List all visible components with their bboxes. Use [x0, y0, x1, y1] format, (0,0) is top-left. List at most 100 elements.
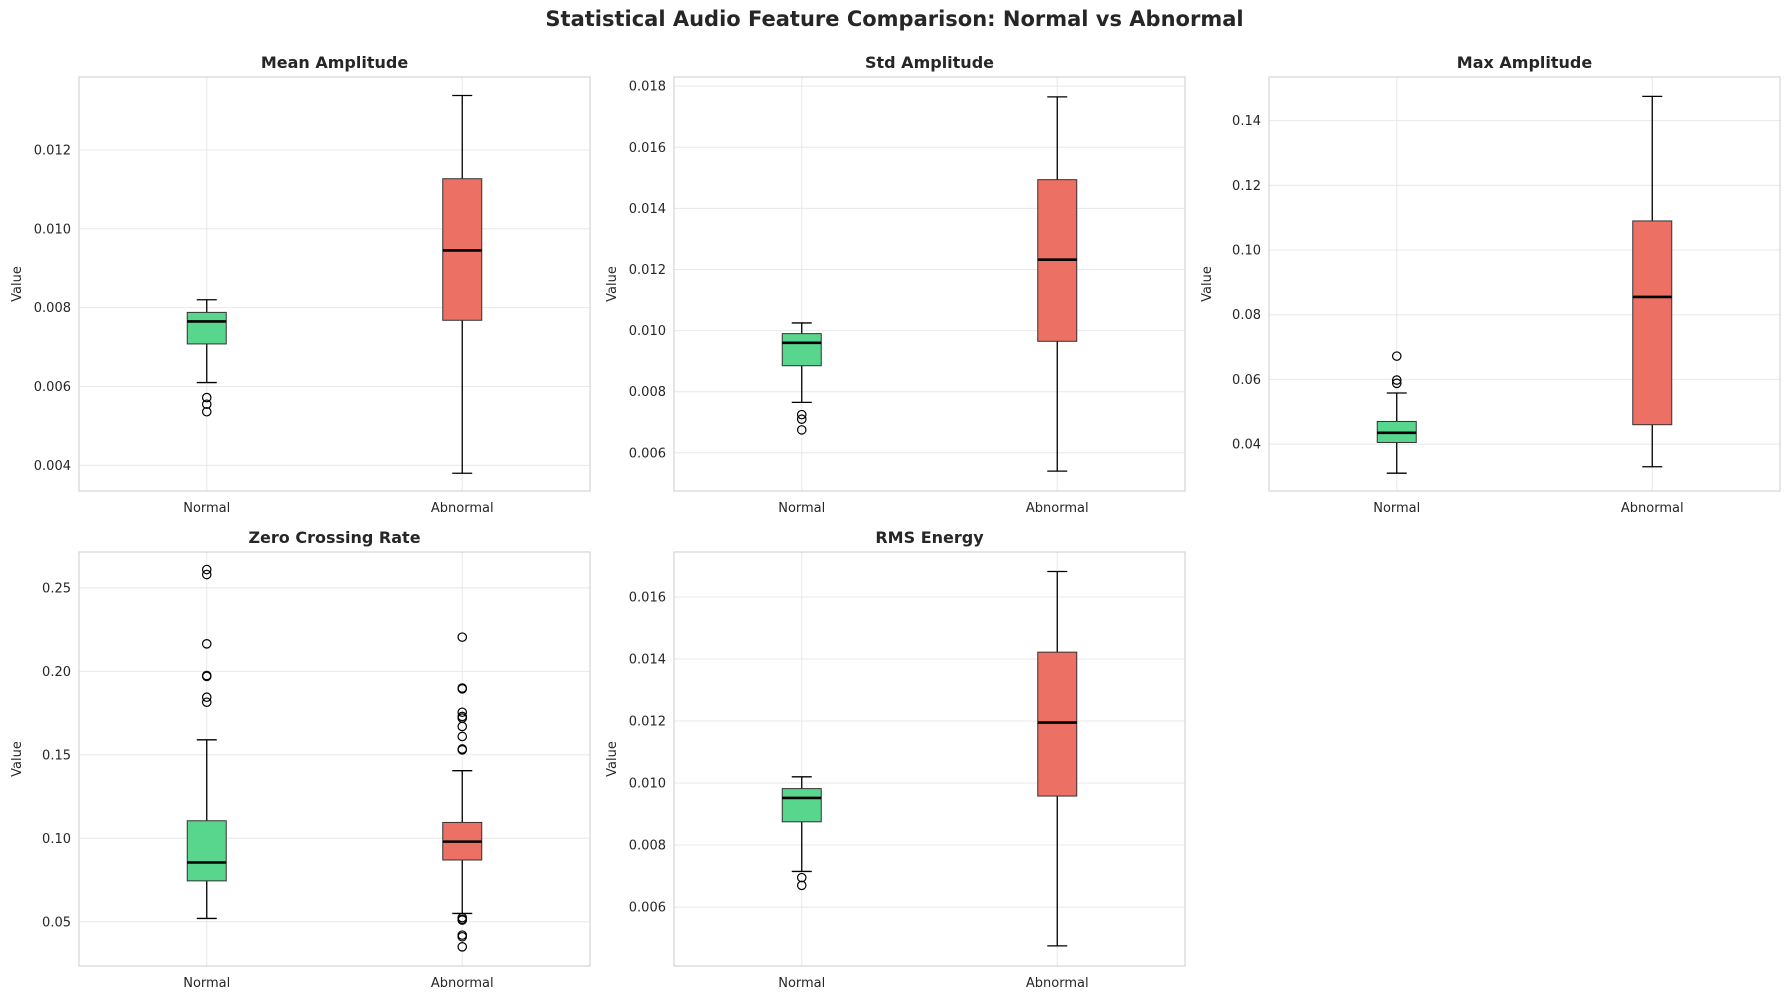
chart-panels: 0.004 0.006 0.008 0.010 0.012 Normal Abnormal M…	[10, 53, 1781, 991]
outlier-point	[201, 670, 212, 681]
plot-area	[79, 77, 590, 491]
outlier-point	[457, 632, 468, 642]
y-tick-label: 0.05	[42, 915, 71, 930]
box-abnormal	[442, 94, 483, 474]
box-abnormal	[1632, 95, 1673, 468]
y-tick-label: 0.010	[629, 777, 666, 792]
outlier-point	[457, 931, 468, 942]
outlier-point	[1391, 351, 1402, 361]
y-tick-label: 0.012	[629, 263, 666, 278]
y-tick-label: 0.04	[1232, 438, 1261, 453]
outlier-point	[201, 569, 212, 580]
y-axis-label: Value	[10, 741, 25, 777]
y-tick-label: 0.010	[629, 324, 666, 339]
panel-title: RMS Energy	[875, 528, 984, 547]
axes-frame	[78, 551, 591, 967]
outlier-point	[201, 406, 212, 417]
y-tick-label: 0.008	[629, 839, 666, 854]
panel-title: Mean Amplitude	[261, 53, 409, 72]
outlier-point	[201, 392, 212, 403]
y-tick-label: 0.012	[34, 143, 71, 158]
outlier-point	[457, 721, 468, 732]
outlier-point	[457, 731, 468, 742]
box-abnormal	[1037, 96, 1078, 472]
x-tick-label: Abnormal	[1621, 501, 1684, 516]
y-tick-label: 0.006	[34, 380, 71, 395]
y-tick-label: 0.20	[42, 665, 71, 680]
x-tick-label: Abnormal	[431, 976, 494, 991]
y-axis-label: Value	[10, 266, 25, 302]
panel-title: Max Amplitude	[1457, 53, 1593, 72]
iqr-box	[781, 333, 822, 367]
y-tick-label: 0.08	[1232, 308, 1261, 323]
x-tick-label: Normal	[183, 501, 230, 516]
chart-panel: 0.04 0.06 0.08 0.10 0.12 0.14 Normal Abnormal Ma…	[1200, 53, 1781, 516]
outlier-point	[457, 707, 468, 718]
outlier-point	[796, 880, 807, 891]
chart-panel: 0.006 0.008 0.010 0.012 0.014 0.016 Normal Abno…	[605, 528, 1186, 991]
chart-panel: 0.004 0.006 0.008 0.010 0.012 Normal Abnormal M…	[10, 53, 591, 516]
x-tick-label: Normal	[778, 976, 825, 991]
y-axis-label: Value	[605, 741, 620, 777]
y-tick-label: 0.018	[629, 80, 666, 95]
y-tick-label: 0.008	[34, 301, 71, 316]
x-tick-label: Normal	[1373, 501, 1420, 516]
outlier-point	[457, 942, 468, 952]
chart-panel: 0.05 0.10 0.15 0.20 0.25 Normal Abnormal Zero C…	[10, 528, 591, 991]
axes-frame	[78, 76, 591, 492]
box-abnormal	[1037, 570, 1078, 947]
plot-area	[674, 77, 1185, 491]
y-tick-label: 0.008	[629, 385, 666, 400]
y-tick-label: 0.004	[34, 459, 71, 474]
y-tick-label: 0.12	[1232, 179, 1261, 194]
x-tick-label: Abnormal	[1026, 976, 1089, 991]
chart-panel: 0.006 0.008 0.010 0.012 0.014 0.016 0.018 Norma…	[605, 53, 1186, 516]
box-normal	[186, 299, 227, 417]
plot-area	[674, 552, 1185, 966]
box-abnormal	[442, 632, 483, 952]
axes-frame	[673, 551, 1186, 967]
outlier-point	[201, 697, 212, 708]
y-tick-label: 0.014	[629, 652, 666, 667]
y-tick-label: 0.006	[629, 446, 666, 461]
y-tick-label: 0.15	[42, 748, 71, 763]
y-axis-label: Value	[1200, 266, 1215, 302]
y-tick-label: 0.10	[1232, 244, 1261, 259]
y-tick-label: 0.016	[629, 590, 666, 605]
outlier-point	[1391, 378, 1402, 389]
outlier-point	[201, 639, 212, 649]
outlier-point	[457, 683, 468, 693]
outlier-point	[457, 914, 468, 925]
y-tick-label: 0.016	[629, 141, 666, 156]
box-normal	[781, 322, 822, 435]
box-normal	[1376, 351, 1417, 474]
outlier-point	[201, 692, 212, 703]
y-tick-label: 0.010	[34, 222, 71, 237]
plot-area	[1269, 77, 1780, 491]
outlier-point	[1391, 375, 1402, 385]
x-tick-label: Abnormal	[1026, 501, 1089, 516]
y-tick-label: 0.06	[1232, 373, 1261, 388]
iqr-box	[1037, 651, 1078, 797]
axes-frame	[1268, 76, 1781, 492]
iqr-box	[186, 311, 227, 345]
y-tick-label: 0.14	[1232, 114, 1261, 129]
y-tick-label: 0.10	[42, 832, 71, 847]
axes-frame	[673, 76, 1186, 492]
outlier-point	[201, 399, 212, 410]
y-axis-label: Value	[605, 266, 620, 302]
outlier-point	[796, 872, 807, 883]
x-tick-label: Normal	[778, 501, 825, 516]
box-normal	[186, 564, 227, 920]
plot-area	[79, 552, 590, 966]
panel-title: Std Amplitude	[865, 53, 994, 72]
iqr-box	[186, 820, 227, 882]
iqr-box	[1632, 220, 1673, 426]
y-tick-label: 0.014	[629, 202, 666, 217]
outlier-point	[457, 744, 468, 754]
iqr-box	[781, 788, 822, 823]
outlier-point	[796, 414, 807, 424]
x-tick-label: Abnormal	[431, 501, 494, 516]
y-tick-label: 0.006	[629, 901, 666, 916]
